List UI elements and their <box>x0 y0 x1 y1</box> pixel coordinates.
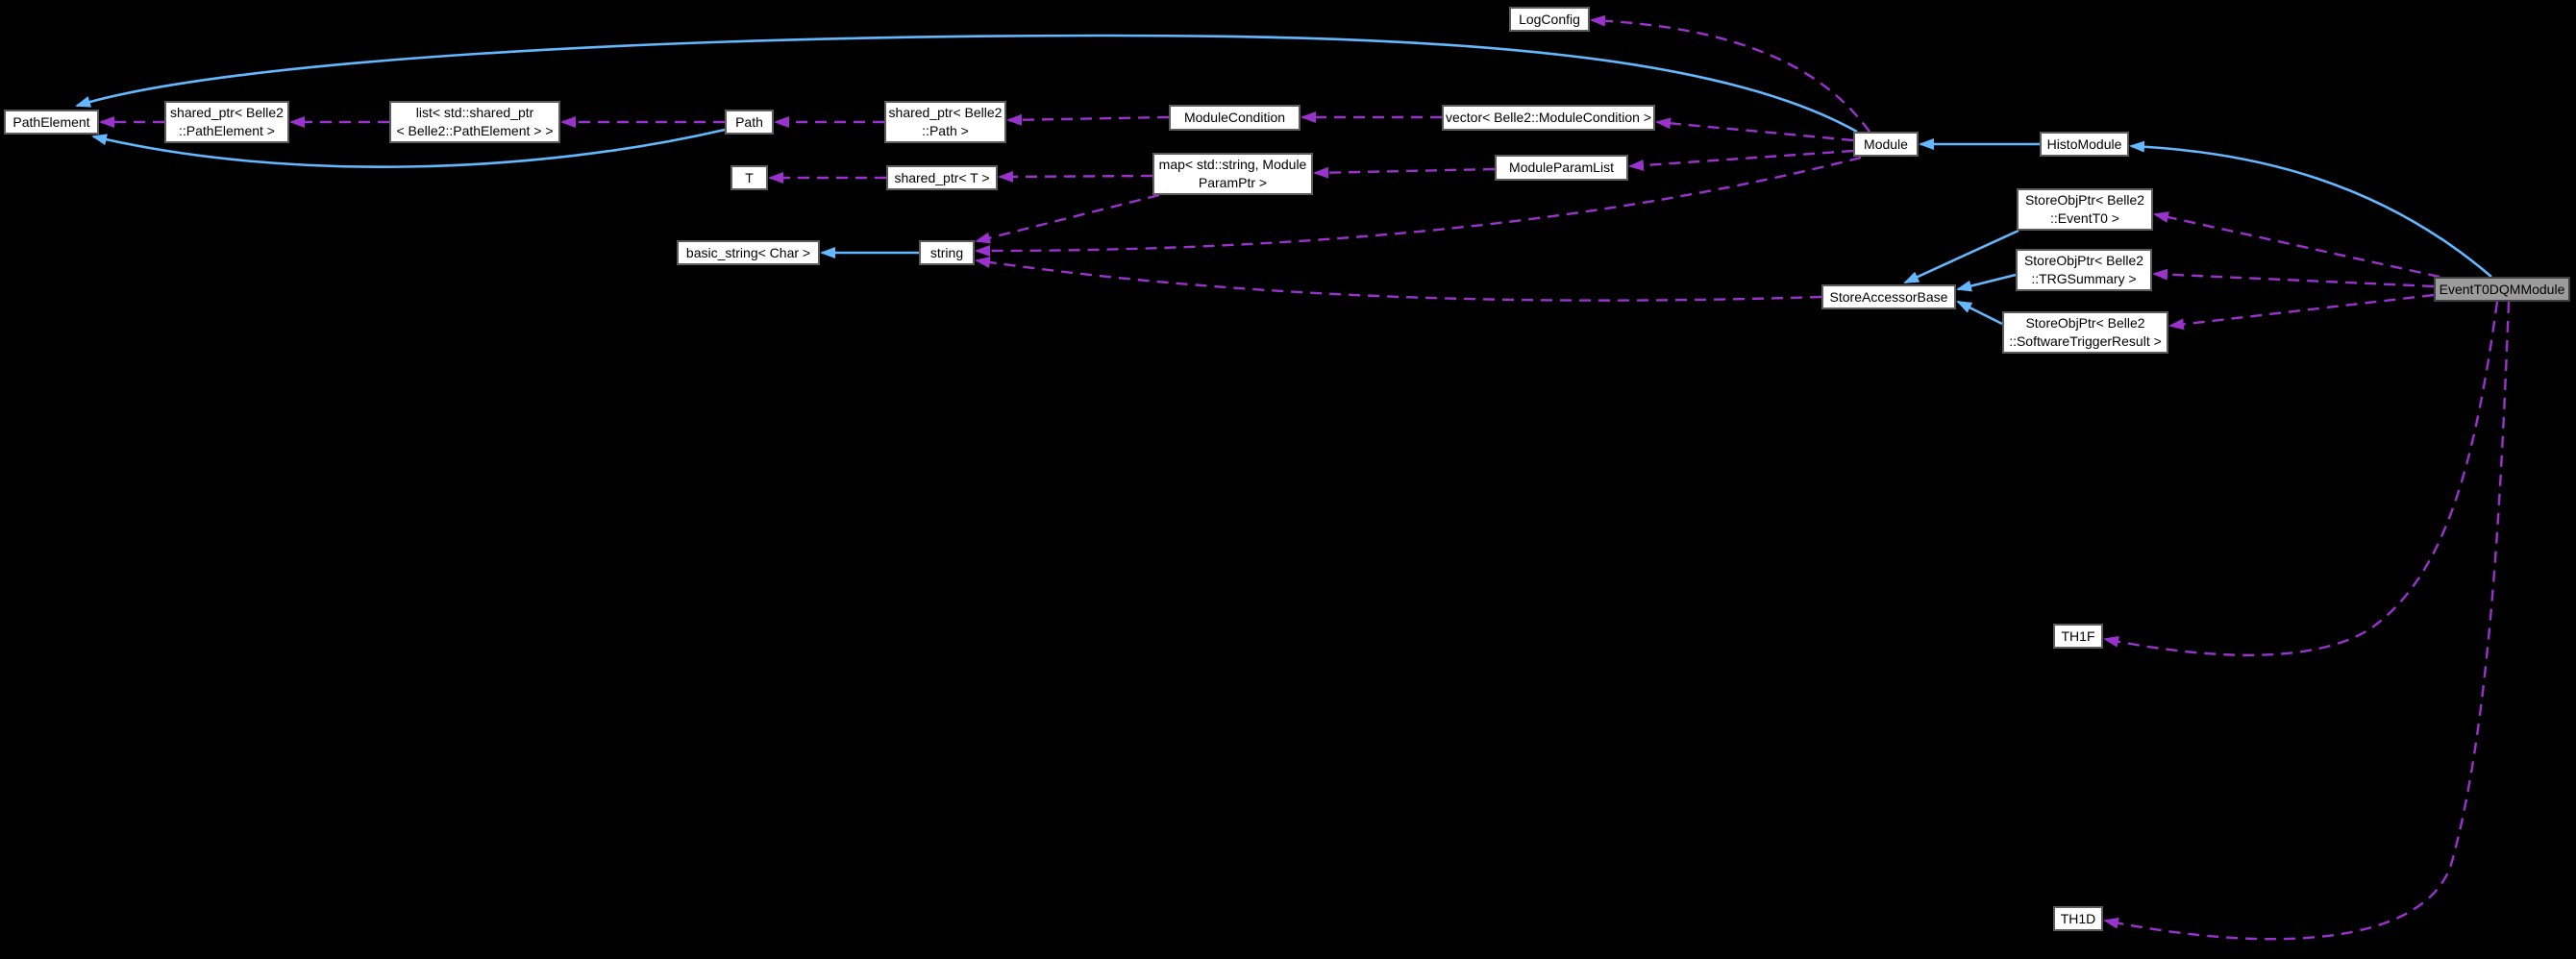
node-label: ::TRGSummary > <box>2031 271 2137 286</box>
node-store-obj-ptr-software-trigger-result[interactable]: StoreObjPtr< Belle2::SoftwareTriggerResu… <box>2002 311 2168 354</box>
node-shared-ptr-path-element[interactable]: shared_ptr< Belle2::PathElement > <box>164 101 289 143</box>
node-log-config[interactable]: LogConfig <box>1509 7 1590 32</box>
node-th1d[interactable]: TH1D <box>2053 906 2103 931</box>
node-label: string <box>929 244 964 260</box>
node-label: ModuleCondition <box>1183 110 1286 125</box>
node-label: shared_ptr< T > <box>894 169 990 185</box>
node-module-param-list[interactable]: ModuleParamList <box>1495 155 1628 181</box>
node-label: StoreAccessorBase <box>1829 288 1948 305</box>
node-store-obj-ptr-event-t0[interactable]: StoreObjPtr< Belle2::EventT0 > <box>2017 188 2153 231</box>
edge-module-to-module-param-list <box>1628 149 1854 172</box>
edge-event-t0-dqm-module-to-th1f <box>2103 301 2499 656</box>
node-histo-module[interactable]: HistoModule <box>2040 132 2129 157</box>
node-shared-ptr-t[interactable]: shared_ptr< T > <box>886 165 998 190</box>
node-label: ::Path > <box>922 123 969 138</box>
edge-event-t0-dqm-module-to-th1d <box>2103 301 2511 941</box>
node-label: map< std::string, Module <box>1158 157 1307 172</box>
node-label: ::SoftwareTriggerResult > <box>2009 333 2162 349</box>
edge-store-accessor-base-to-string <box>975 257 1822 302</box>
node-basic-string-char[interactable]: basic_string< Char > <box>677 240 820 265</box>
edge-module-to-log-config <box>1590 14 1870 133</box>
node-label: ::EventT0 > <box>2050 210 2119 226</box>
node-shared-ptr-path[interactable]: shared_ptr< Belle2::Path > <box>884 101 1006 143</box>
node-label: shared_ptr< Belle2 <box>170 105 284 120</box>
edge-module-to-path-element <box>75 34 1858 134</box>
node-module-condition[interactable]: ModuleCondition <box>1169 105 1300 131</box>
node-label: EventT0DQMModule <box>2439 281 2565 297</box>
node-store-obj-ptr-trg-summary[interactable]: StoreObjPtr< Belle2::TRGSummary > <box>2016 249 2152 291</box>
node-label: Path <box>735 113 763 130</box>
node-label: vector< Belle2::ModuleCondition > <box>1445 110 1652 125</box>
edge-store-obj-ptr-trg-summary-to-store-accessor-base <box>1956 273 2017 292</box>
node-store-accessor-base[interactable]: StoreAccessorBase <box>1821 284 1956 309</box>
edge-module-to-string <box>975 156 1862 258</box>
node-label: Module <box>1864 135 1908 152</box>
node-module[interactable]: Module <box>1853 132 1919 157</box>
node-label: ModuleParamList <box>1509 160 1614 175</box>
node-path[interactable]: Path <box>725 110 774 135</box>
edge-module-condition-to-shared-ptr-path <box>1006 113 1170 126</box>
node-th1f[interactable]: TH1F <box>2053 624 2103 649</box>
node-event-t0-dqm-module[interactable]: EventT0DQMModule <box>2434 277 2570 302</box>
edge-store-obj-ptr-software-trigger-result-to-store-accessor-base <box>1956 300 2003 326</box>
node-label: LogConfig <box>1519 11 1580 27</box>
node-label: StoreObjPtr< Belle2 <box>2024 192 2145 208</box>
edge-map-module-param-ptr-to-shared-ptr-t <box>998 170 1153 183</box>
edge-event-t0-dqm-module-to-store-obj-ptr-software-trigger-result <box>2168 293 2435 331</box>
node-label: HistoModule <box>2046 135 2122 152</box>
edge-store-obj-ptr-event-t0-to-store-accessor-base <box>1903 229 2019 284</box>
node-label: list< std::shared_ptr <box>415 105 534 120</box>
node-list-shared-ptr-path-element[interactable]: list< std::shared_ptr< Belle2::PathEleme… <box>389 101 560 143</box>
node-label: T <box>745 169 754 185</box>
node-label: ParamPtr > <box>1198 175 1268 190</box>
edge-event-t0-dqm-module-to-store-obj-ptr-trg-summary <box>2152 268 2435 288</box>
node-t[interactable]: T <box>731 165 768 190</box>
node-label: TH1D <box>2060 910 2096 926</box>
node-label: PathElement <box>12 113 90 130</box>
edge-event-t0-dqm-module-to-histo-module <box>2129 140 2492 278</box>
node-label: TH1F <box>2061 627 2095 644</box>
node-vector-module-condition[interactable]: vector< Belle2::ModuleCondition > <box>1442 105 1655 131</box>
node-label: < Belle2::PathElement > > <box>396 123 554 138</box>
node-label: shared_ptr< Belle2 <box>888 105 1003 120</box>
node-string[interactable]: string <box>919 240 975 265</box>
node-path-element[interactable]: PathElement <box>4 110 99 135</box>
edge-map-module-param-ptr-to-string <box>975 193 1160 244</box>
node-label: basic_string< Char > <box>685 244 811 260</box>
edge-module-to-vector-module-condition <box>1655 117 1854 142</box>
edge-module-param-list-to-map-module-param-ptr <box>1313 166 1496 179</box>
node-label: StoreObjPtr< Belle2 <box>2025 315 2145 331</box>
node-label: StoreObjPtr< Belle2 <box>2023 253 2144 268</box>
node-label: ::PathElement > <box>178 123 275 138</box>
edge-path-to-path-element <box>91 128 726 168</box>
edge-event-t0-dqm-module-to-store-obj-ptr-event-t0 <box>2153 211 2440 279</box>
